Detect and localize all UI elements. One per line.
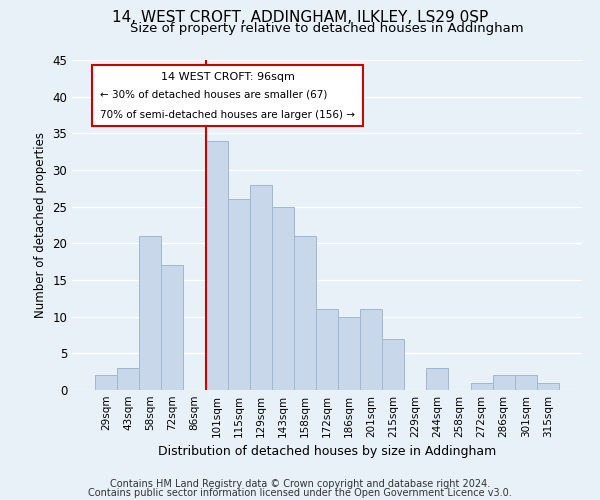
Bar	[117, 368, 139, 390]
FancyBboxPatch shape	[92, 65, 362, 126]
Text: 14, WEST CROFT, ADDINGHAM, ILKLEY, LS29 0SP: 14, WEST CROFT, ADDINGHAM, ILKLEY, LS29 …	[112, 10, 488, 25]
Text: Contains HM Land Registry data © Crown copyright and database right 2024.: Contains HM Land Registry data © Crown c…	[110, 479, 490, 489]
Bar	[470, 382, 493, 390]
Bar	[139, 236, 161, 390]
Text: ← 30% of detached houses are smaller (67): ← 30% of detached houses are smaller (67…	[100, 90, 328, 100]
Bar	[161, 266, 184, 390]
Text: Contains public sector information licensed under the Open Government Licence v3: Contains public sector information licen…	[88, 488, 512, 498]
Title: Size of property relative to detached houses in Addingham: Size of property relative to detached ho…	[130, 22, 524, 35]
Bar	[493, 376, 515, 390]
Bar	[537, 382, 559, 390]
Bar	[227, 200, 250, 390]
Bar	[206, 140, 227, 390]
Bar	[272, 206, 294, 390]
Text: 14 WEST CROFT: 96sqm: 14 WEST CROFT: 96sqm	[161, 72, 295, 82]
Text: 70% of semi-detached houses are larger (156) →: 70% of semi-detached houses are larger (…	[100, 110, 355, 120]
Y-axis label: Number of detached properties: Number of detached properties	[34, 132, 47, 318]
Bar	[382, 338, 404, 390]
Bar	[250, 184, 272, 390]
Bar	[515, 376, 537, 390]
Bar	[294, 236, 316, 390]
Bar	[95, 376, 117, 390]
X-axis label: Distribution of detached houses by size in Addingham: Distribution of detached houses by size …	[158, 446, 496, 458]
Bar	[427, 368, 448, 390]
Bar	[316, 310, 338, 390]
Bar	[360, 310, 382, 390]
Bar	[338, 316, 360, 390]
